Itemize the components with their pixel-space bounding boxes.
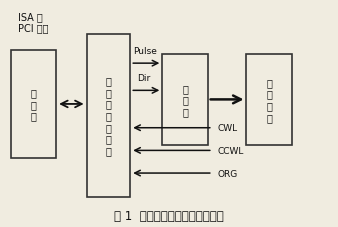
Text: 图 1  步进电机控制系统一般结构: 图 1 步进电机控制系统一般结构 (114, 209, 224, 222)
Text: 步
进
电
机: 步 进 电 机 (266, 78, 272, 122)
Text: 步
进
电
机
控
制
卡: 步 进 电 机 控 制 卡 (105, 76, 111, 155)
Text: 计
算
机: 计 算 机 (30, 88, 37, 121)
Text: 驱
动
器: 驱 动 器 (182, 84, 188, 116)
Text: CWL: CWL (218, 124, 238, 133)
Bar (11, 50, 56, 159)
Bar (87, 35, 130, 197)
Text: Pulse: Pulse (134, 47, 158, 56)
Text: ORG: ORG (218, 169, 238, 178)
Bar (246, 55, 292, 145)
Text: ISA 或
PCI 总线: ISA 或 PCI 总线 (18, 12, 48, 33)
Text: Dir: Dir (137, 74, 150, 83)
Bar (162, 55, 208, 145)
Text: CCWL: CCWL (218, 146, 244, 155)
